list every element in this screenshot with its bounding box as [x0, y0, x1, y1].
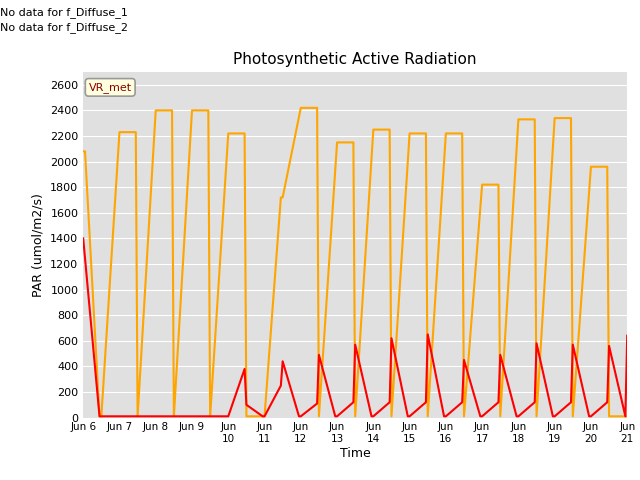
PAR out [241, 131, 248, 136]
PAR out [369, 127, 377, 132]
PAR out [497, 413, 504, 419]
PAR out [314, 105, 321, 111]
PAR out [424, 413, 431, 419]
PAR in [442, 413, 450, 419]
PAR out [458, 131, 466, 136]
PAR out [279, 194, 287, 200]
PAR in [295, 413, 303, 419]
PAR out [605, 413, 613, 419]
Text: No data for f_Diffuse_1: No data for f_Diffuse_1 [0, 7, 128, 18]
PAR in [440, 413, 448, 419]
PAR out [442, 131, 450, 136]
PAR out [386, 127, 394, 132]
PAR out [79, 148, 87, 154]
PAR out [349, 140, 357, 145]
Text: No data for f_Diffuse_2: No data for f_Diffuse_2 [0, 22, 128, 33]
PAR out [422, 131, 430, 136]
PAR out [531, 117, 539, 122]
PAR in [531, 399, 539, 405]
PAR out [96, 413, 104, 419]
PAR in [460, 357, 468, 363]
PAR in [586, 413, 593, 419]
PAR out [152, 108, 159, 113]
PAR out [205, 108, 212, 113]
PAR in [96, 413, 104, 419]
PAR out [315, 413, 323, 419]
PAR out [351, 413, 359, 419]
PAR out [97, 413, 105, 419]
PAR out [551, 115, 559, 121]
PAR out [406, 131, 413, 136]
Line: PAR out: PAR out [83, 108, 627, 416]
PAR out [206, 413, 214, 419]
PAR out [569, 413, 577, 419]
PAR out [243, 413, 250, 419]
PAR in [623, 333, 631, 338]
PAR out [168, 108, 176, 113]
PAR in [79, 236, 87, 241]
PAR out [81, 148, 89, 154]
PAR out [532, 413, 540, 419]
PAR out [132, 129, 140, 135]
PAR out [116, 129, 124, 135]
PAR out [297, 105, 305, 111]
PAR out [604, 164, 611, 169]
PAR out [260, 413, 268, 419]
Title: Photosynthetic Active Radiation: Photosynthetic Active Radiation [234, 52, 477, 67]
PAR out [170, 413, 178, 419]
PAR out [188, 108, 196, 113]
Y-axis label: PAR (umol/m2/s): PAR (umol/m2/s) [31, 193, 45, 297]
PAR out [333, 140, 341, 145]
PAR out [225, 131, 232, 136]
PAR out [388, 413, 396, 419]
X-axis label: Time: Time [340, 447, 371, 460]
PAR out [460, 413, 468, 419]
Text: VR_met: VR_met [88, 82, 132, 93]
PAR out [515, 117, 522, 122]
PAR out [587, 164, 595, 169]
PAR out [567, 115, 575, 121]
Line: PAR in: PAR in [83, 239, 627, 416]
PAR out [623, 413, 631, 419]
PAR out [134, 413, 141, 419]
PAR out [277, 194, 285, 200]
PAR out [495, 182, 502, 188]
PAR out [478, 182, 486, 188]
